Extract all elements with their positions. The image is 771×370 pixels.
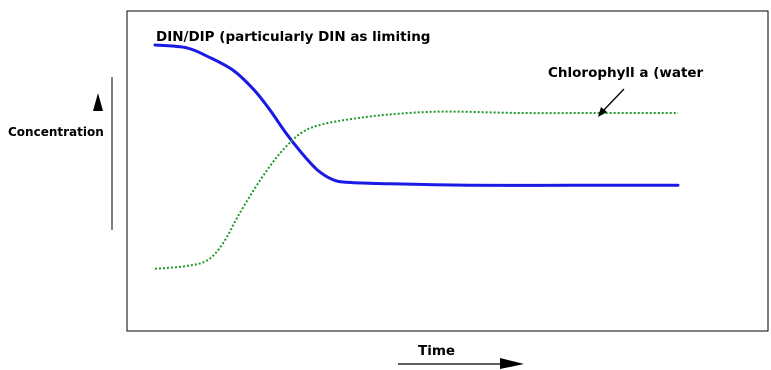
y-axis-label: Concentration <box>8 125 104 139</box>
x-axis-label: Time <box>418 343 455 359</box>
plot-frame <box>126 10 769 332</box>
x-axis-arrow-head <box>500 358 524 369</box>
din-dip-series-line <box>153 43 680 187</box>
series-layer <box>153 43 680 270</box>
chlorophyll-pointer-arrowhead <box>598 107 607 117</box>
chlorophyll-pointer-line <box>601 88 625 113</box>
chlorophyll-series-line <box>154 110 678 270</box>
chlorophyll-curve-label: Chlorophyll a (water <box>548 65 704 81</box>
din-curve-label: DIN/DIP (particularly DIN as limiting <box>156 29 430 45</box>
y-axis-up-arrow <box>93 93 103 111</box>
